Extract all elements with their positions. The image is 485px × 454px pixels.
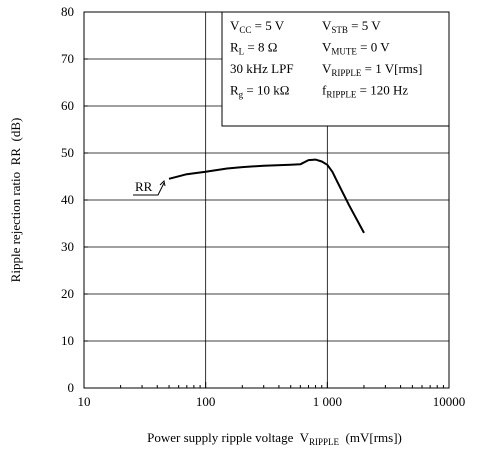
annotation-text: R <box>230 83 239 98</box>
y-tick-label: 80 <box>61 4 74 19</box>
annotation-sub: g <box>239 90 244 100</box>
series-line <box>168 158 365 234</box>
annotation-sub: CC <box>239 25 251 35</box>
y-tick-label: 20 <box>61 286 74 301</box>
annotation-after: = 0 V <box>357 40 390 55</box>
y-tick-label: 70 <box>61 51 74 66</box>
y-tick-label: 60 <box>61 98 74 113</box>
condition-box <box>221 11 450 127</box>
annotation: fRIPPLE = 120 Hz <box>322 83 408 100</box>
annotation: VRIPPLE = 1 V[rms] <box>322 61 422 78</box>
annotation-after: = 120 Hz <box>356 83 408 98</box>
annotation-text: f <box>322 83 327 98</box>
x-axis-label-text: Power supply ripple voltage V <box>147 430 309 445</box>
annotation-sub: STB <box>331 25 348 35</box>
x-tick-label: 1 000 <box>313 394 342 409</box>
annotation-after: = 8 Ω <box>244 40 277 55</box>
x-axis-label-sub: RIPPLE <box>309 437 340 447</box>
annotation-sub: RIPPLE <box>326 90 357 100</box>
annotation-after: = 5 V <box>348 18 381 33</box>
annotation-text: V <box>322 40 332 55</box>
annotation-sub: L <box>239 47 245 57</box>
annotation-text: 30 kHz LPF <box>230 61 294 76</box>
annotation-text: V <box>322 61 332 76</box>
annotation-after: = 5 V <box>251 18 284 33</box>
y-tick-label: 0 <box>68 380 75 395</box>
annotation-sub: MUTE <box>331 47 357 57</box>
annotation-sub: RIPPLE <box>331 68 362 78</box>
annotation-text: V <box>230 18 240 33</box>
annotation: Rg = 10 kΩ <box>230 83 289 100</box>
annotation: VCC = 5 V <box>230 18 285 35</box>
x-tick-label: 100 <box>196 394 216 409</box>
x-tick-label: 10 <box>78 394 91 409</box>
annotation: 30 kHz LPF <box>230 61 294 76</box>
y-tick-label: 30 <box>61 239 74 254</box>
annotation-after: = 1 V[rms] <box>361 61 422 76</box>
x-axis-label-after: (mV[rms]) <box>339 430 402 445</box>
annotation-text: V <box>322 18 332 33</box>
y-tick-label: 50 <box>61 145 74 160</box>
annotation-text: R <box>230 40 239 55</box>
x-tick-label: 10000 <box>433 394 466 409</box>
x-axis-label: Power supply ripple voltage VRIPPLE (mV[… <box>147 430 402 447</box>
y-axis-label: Ripple rejection ratio RR (dB) <box>8 118 23 283</box>
y-tick-label: 10 <box>61 333 74 348</box>
series-label: RR <box>135 179 153 194</box>
annotation-after: = 10 kΩ <box>243 83 289 98</box>
y-tick-label: 40 <box>61 192 74 207</box>
annotation: RL = 8 Ω <box>230 40 277 57</box>
rr-pointer <box>133 179 166 196</box>
annotation: VMUTE = 0 V <box>322 40 390 57</box>
annotation: VSTB = 5 V <box>322 18 381 35</box>
